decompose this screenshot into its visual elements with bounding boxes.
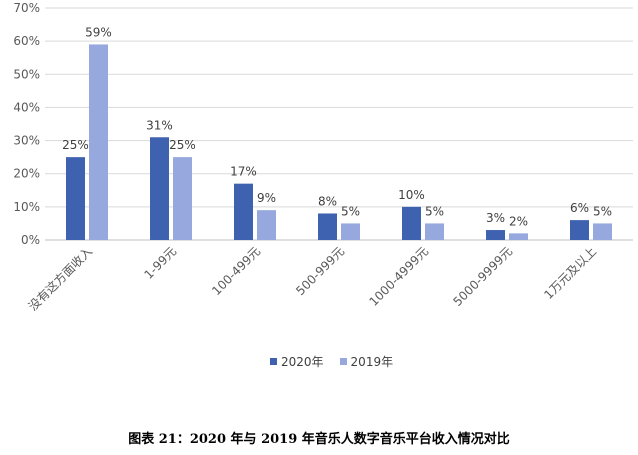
bar [173, 157, 192, 240]
y-tick-label: 0% [21, 233, 40, 247]
y-tick-label: 50% [13, 67, 40, 81]
data-label: 31% [146, 118, 173, 132]
x-tick-label: 5000-9999元 [450, 244, 515, 309]
y-tick-label: 20% [13, 167, 40, 181]
data-label: 25% [62, 138, 89, 152]
data-label: 5% [593, 204, 612, 218]
data-labels: 25%59%31%25%17%9% 8%5%10%5% 3% 2%6% 5% [62, 25, 612, 228]
data-label: 5% [425, 204, 444, 218]
bar [234, 183, 253, 240]
x-tick-label: 没有这方面收入 [25, 244, 95, 314]
data-label: 9% [257, 191, 276, 205]
bar [425, 223, 444, 240]
gridlines [45, 7, 633, 241]
x-tick-label: 1000-4999元 [366, 244, 431, 309]
data-label: 8% [318, 194, 337, 208]
bar [570, 220, 589, 240]
bar-chart: 0% 10% 20% 30% 40% 50% 60% 70% 25% 59% 31% 25% 17%9… [13, 1, 633, 314]
legend-label-2019: 2019年 [350, 355, 394, 369]
data-label: 59% [85, 25, 112, 39]
x-tick-label: 500-999元 [293, 244, 347, 298]
data-label: 17% [230, 165, 257, 179]
data-label: 10% [398, 188, 425, 202]
data-label: 3% [486, 211, 505, 225]
x-tick-label: 1万元及以上 [541, 244, 599, 302]
legend-item-2019: 2019年 [339, 353, 394, 370]
bar [257, 210, 276, 240]
bar [89, 44, 108, 241]
y-tick-label: 60% [13, 34, 40, 48]
x-tick-label: 1-99元 [141, 244, 179, 282]
x-axis: 没有这方面收入 1-99元 100-499元 500-999元 1000-4999元 50… [25, 244, 599, 314]
bar [402, 206, 421, 240]
bar [509, 233, 528, 240]
legend-swatch-2020 [270, 358, 277, 365]
y-tick-label: 30% [13, 134, 40, 148]
bar [150, 137, 169, 240]
legend-label-2020: 2020年 [281, 355, 324, 369]
bar [341, 223, 360, 240]
x-tick-label: 100-499元 [209, 244, 263, 298]
legend: 2020年 2019年 [270, 353, 393, 370]
y-tick-label: 10% [13, 200, 40, 214]
legend-item-2020: 2020年 [270, 353, 324, 370]
data-label: 6% [570, 201, 589, 215]
data-label: 5% [341, 204, 360, 218]
bars [66, 44, 612, 241]
bar [593, 223, 612, 240]
legend-swatch-2019 [339, 358, 347, 365]
data-label: 25% [169, 138, 196, 152]
bar [486, 230, 505, 240]
y-tick-label: 70% [13, 1, 40, 15]
bar [66, 157, 85, 240]
figure-caption: 图表 21：2020 年与 2019 年音乐人数字音乐平台收入情况对比 [128, 432, 510, 447]
bar [318, 213, 337, 240]
data-label: 2% [509, 214, 528, 228]
y-axis: 0% 10% 20% 30% 40% 50% 60% 70% [13, 1, 40, 247]
y-tick-label: 40% [13, 100, 40, 114]
